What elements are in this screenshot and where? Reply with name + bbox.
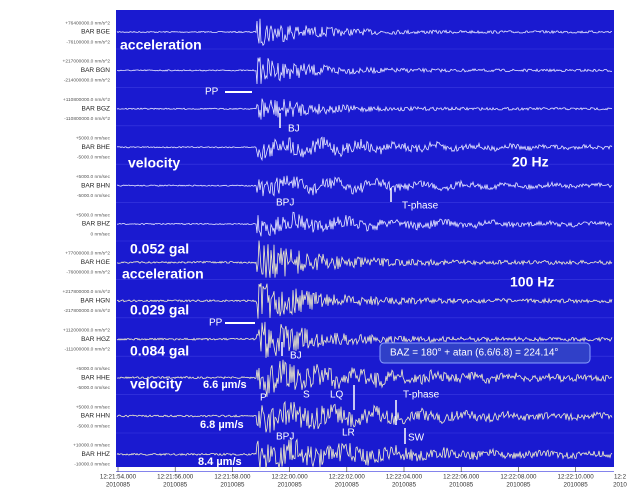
waveform [116, 400, 613, 433]
annotation: 6.6 µm/s [203, 379, 247, 391]
channel-label: BAR BGE [81, 29, 111, 36]
waveform [116, 283, 613, 319]
waveform [117, 175, 613, 197]
annotation: acceleration [120, 37, 202, 53]
scale-top: +10000.0 nm/sec [73, 443, 111, 449]
waveform [116, 211, 612, 237]
channel-label: BAR BHZ [82, 221, 110, 228]
waveform [116, 98, 613, 120]
time-label: 12:22:00.000 [272, 474, 309, 481]
scale-top: +77000000.0 nm/s^2 [65, 251, 110, 257]
annotation: velocity [130, 376, 182, 392]
scale-top: +5000.0 nm/sec [76, 135, 111, 141]
annotation: LR [342, 428, 355, 439]
annotation: 0.029 gal [130, 302, 189, 318]
annotation: SW [408, 433, 425, 444]
scale-top: +5000.0 nm/sec [76, 404, 111, 410]
scale-top: +217800000.0 nm/s^2 [63, 289, 111, 295]
date-label: 2010 [613, 482, 627, 489]
date-label: 2010085 [506, 482, 531, 489]
channel-label: BAR BGN [81, 67, 111, 74]
time-label: 12:22:04.000 [386, 474, 423, 481]
annotation: velocity [128, 155, 180, 171]
scale-bottom: -10000.0 nm/sec [74, 462, 110, 468]
annotation: P [260, 393, 267, 404]
time-label: 12:22:06.000 [443, 474, 480, 481]
annotation: BPJ [276, 432, 294, 443]
annotation: 20 Hz [512, 154, 549, 170]
channel-label: BAR BGZ [81, 106, 110, 113]
scale-top: +5000.0 nm/sec [76, 174, 111, 180]
channel-label: BAR BHN [81, 182, 110, 189]
scale-bottom: -110800000.0 nm/s^2 [64, 116, 110, 122]
channel-label: BAR HHN [81, 413, 111, 420]
channel-label: BAR BHE [81, 144, 110, 151]
scale-bottom: -217800000.0 nm/s^2 [64, 308, 111, 314]
baz-box [379, 342, 591, 364]
annotation: BJ [290, 351, 302, 362]
annotation: 6.8 µm/s [200, 419, 244, 431]
scale-bottom: -5000.0 nm/sec [77, 193, 111, 199]
time-label: 12:21:54.000 [100, 474, 137, 481]
waveform [116, 359, 613, 397]
annotation: BAZ = 180° + atan (6.6/6.8) = 224.14° [390, 348, 558, 359]
annotation: T-phase [403, 390, 440, 401]
annotation: T-phase [402, 201, 439, 212]
annotation: 8.4 µm/s [198, 456, 242, 468]
annotation: PP [205, 87, 219, 98]
annotation: S [303, 390, 310, 401]
scale-top: +5000.0 nm/sec [76, 212, 111, 218]
date-label: 2010085 [163, 482, 188, 489]
scale-bottom: -111000000.0 nm/s^2 [64, 346, 110, 352]
time-label: 12:21:58.000 [214, 474, 251, 481]
annotation: PP [209, 318, 223, 329]
scale-bottom: -5000.0 nm/sec [77, 385, 111, 391]
annotation: LQ [330, 390, 344, 401]
annotation: BPJ [276, 198, 294, 209]
scale-top: +112000000.0 nm/s^2 [63, 327, 110, 333]
time-label: 12:22:10.000 [558, 474, 595, 481]
date-label: 2010085 [335, 482, 360, 489]
waveform [116, 321, 613, 358]
time-label: 12:22:02.000 [329, 474, 366, 481]
scale-bottom: -5000.0 nm/sec [77, 423, 111, 429]
scale-bottom: -214000000.0 nm/s^2 [64, 78, 111, 84]
scale-bottom: 0 nm/sec [91, 231, 111, 237]
annotation: acceleration [122, 266, 204, 282]
annotation: BJ [288, 124, 300, 135]
annotation: 0.052 gal [130, 241, 189, 257]
channel-label: BAR HGZ [81, 336, 110, 343]
channel-label: BAR HGE [81, 259, 111, 266]
scale-top: +217000000.0 nm/s^2 [63, 59, 111, 65]
channel-label: BAR HGN [80, 298, 110, 305]
time-label: 12:22:08.000 [500, 474, 537, 481]
channel-label: BAR HHZ [81, 451, 110, 458]
annotation: 0.084 gal [130, 343, 189, 359]
scale-top: +76400000.0 nm/s^2 [65, 20, 110, 26]
date-label: 2010085 [106, 482, 131, 489]
waveform [116, 136, 613, 162]
scale-top: +110800000.0 nm/s^2 [63, 97, 110, 103]
waveform [116, 437, 613, 470]
channel-label: BAR HHE [81, 374, 111, 381]
date-label: 2010085 [220, 482, 245, 489]
waveform [116, 18, 613, 47]
scale-top: +5000.0 nm/sec [76, 366, 111, 372]
annotation: 100 Hz [510, 274, 554, 290]
scale-bottom: -76000000.0 nm/s^2 [66, 270, 110, 276]
scale-bottom: -76100000.0 nm/s^2 [66, 39, 110, 45]
date-label: 2010085 [564, 482, 589, 489]
waveform [117, 57, 613, 85]
date-label: 2010085 [392, 482, 417, 489]
date-label: 2010085 [278, 482, 303, 489]
time-label: 12:21:56.000 [157, 474, 194, 481]
plot-area [116, 10, 614, 467]
time-label: 12:2 [614, 474, 627, 481]
scale-bottom: -5000.0 nm/sec [77, 154, 111, 160]
date-label: 2010085 [449, 482, 474, 489]
waveform [116, 240, 613, 278]
